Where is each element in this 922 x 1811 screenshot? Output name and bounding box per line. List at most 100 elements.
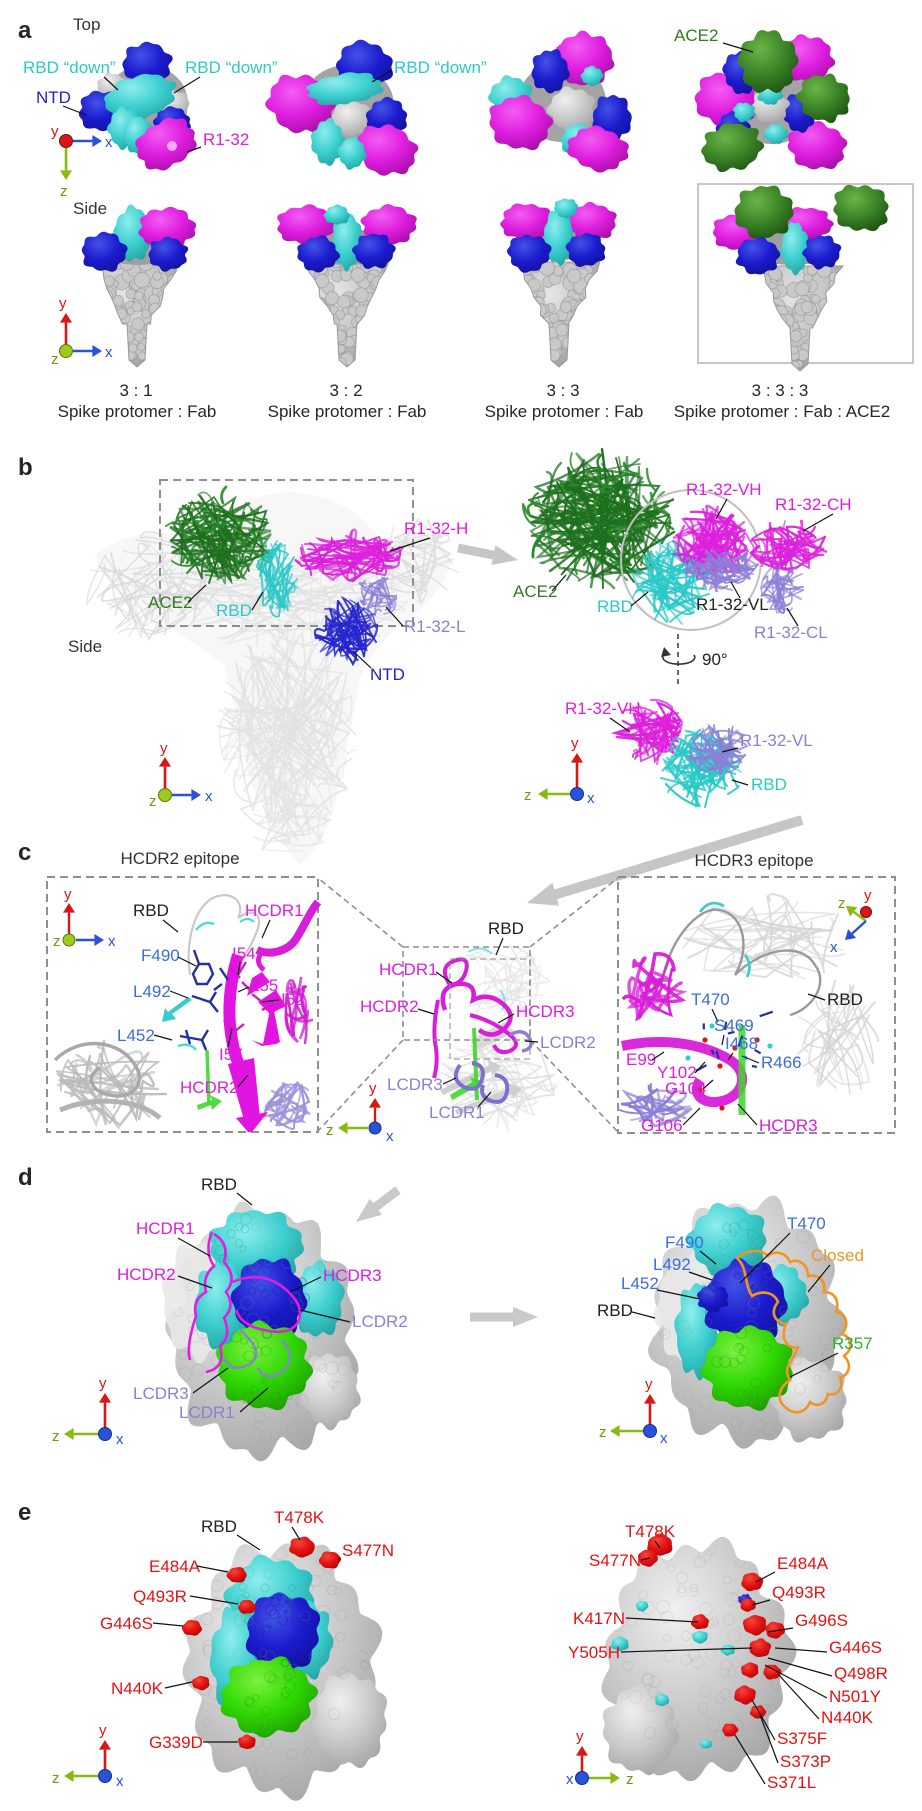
svg-text:x: x: [205, 788, 213, 805]
svg-text:R357: R357: [832, 1334, 873, 1353]
svg-text:G496S: G496S: [795, 1611, 848, 1630]
svg-text:S469: S469: [714, 1016, 754, 1035]
svg-text:HCDR2 epitope: HCDR2 epitope: [120, 849, 239, 868]
svg-text:LCDR3: LCDR3: [133, 1384, 189, 1403]
svg-text:HCDR2: HCDR2: [360, 997, 419, 1016]
svg-text:L452: L452: [117, 1026, 155, 1045]
svg-text:NTD: NTD: [36, 88, 71, 107]
svg-text:LCDR3: LCDR3: [387, 1075, 443, 1094]
svg-text:T478K: T478K: [274, 1508, 325, 1527]
svg-text:Side: Side: [73, 199, 107, 218]
svg-text:x: x: [830, 939, 838, 956]
svg-text:R1-32-VL: R1-32-VL: [696, 595, 769, 614]
svg-text:LCDR2: LCDR2: [540, 1033, 596, 1052]
svg-text:Spike protomer : Fab: Spike protomer : Fab: [268, 402, 427, 421]
svg-text:y: y: [864, 887, 872, 904]
svg-text:R1-32: R1-32: [203, 130, 249, 149]
svg-text:e: e: [18, 1499, 31, 1526]
svg-text:L492: L492: [653, 1255, 691, 1274]
svg-text:y: y: [576, 1728, 584, 1745]
svg-text:LCDR2: LCDR2: [352, 1312, 408, 1331]
svg-text:HCDR3: HCDR3: [516, 1002, 575, 1021]
svg-text:z: z: [838, 895, 846, 912]
svg-text:N440K: N440K: [821, 1708, 874, 1727]
svg-text:z: z: [53, 933, 61, 950]
svg-text:I468: I468: [725, 1034, 758, 1053]
svg-text:c: c: [18, 839, 31, 866]
svg-text:z: z: [51, 351, 59, 368]
svg-text:S375F: S375F: [777, 1729, 827, 1748]
svg-text:HCDR1: HCDR1: [136, 1219, 195, 1238]
svg-text:Q498R: Q498R: [834, 1664, 888, 1683]
svg-text:R466: R466: [761, 1053, 802, 1072]
svg-text:x: x: [660, 1430, 668, 1447]
svg-text:E99: E99: [626, 1050, 656, 1069]
svg-text:G446S: G446S: [100, 1614, 153, 1633]
svg-text:z: z: [524, 787, 532, 804]
svg-text:HCDR3: HCDR3: [323, 1266, 382, 1285]
svg-text:T478K: T478K: [625, 1522, 676, 1541]
svg-text:Y102: Y102: [657, 1063, 697, 1082]
svg-text:y: y: [64, 886, 72, 903]
svg-text:HCDR1: HCDR1: [379, 960, 438, 979]
svg-text:x: x: [587, 790, 595, 807]
svg-text:I52: I52: [281, 990, 305, 1009]
svg-text:NTD: NTD: [370, 665, 405, 684]
svg-text:K417N: K417N: [573, 1609, 625, 1628]
svg-text:L452: L452: [621, 1274, 659, 1293]
svg-text:N440K: N440K: [111, 1679, 164, 1698]
svg-text:T470: T470: [787, 1214, 826, 1233]
svg-text:R1-32-VL: R1-32-VL: [740, 731, 813, 750]
svg-text:R1-32-CH: R1-32-CH: [775, 495, 852, 514]
svg-text:HCDR3 epitope: HCDR3 epitope: [694, 851, 813, 870]
svg-text:S477N: S477N: [342, 1541, 394, 1560]
svg-text:d: d: [18, 1164, 33, 1191]
svg-text:Q493R: Q493R: [133, 1587, 187, 1606]
svg-text:x: x: [566, 1771, 574, 1788]
svg-text:y: y: [99, 1722, 107, 1739]
svg-text:x: x: [108, 933, 116, 950]
svg-text:R1-32-H: R1-32-H: [404, 519, 468, 538]
svg-text:E484A: E484A: [149, 1557, 201, 1576]
svg-text:y: y: [369, 1080, 377, 1097]
svg-text:ACE2: ACE2: [674, 26, 718, 45]
svg-text:S371L: S371L: [767, 1773, 816, 1792]
svg-text:x: x: [105, 134, 113, 151]
svg-text:Side: Side: [68, 637, 102, 656]
svg-text:y: y: [571, 735, 579, 752]
svg-text:a: a: [18, 17, 32, 44]
svg-text:RBD: RBD: [751, 775, 787, 794]
svg-text:HCDR3: HCDR3: [759, 1116, 818, 1135]
svg-text:RBD: RBD: [597, 597, 633, 616]
svg-text:RBD: RBD: [201, 1175, 237, 1194]
svg-text:z: z: [626, 1771, 634, 1788]
svg-text:RBD “down”: RBD “down”: [394, 58, 487, 77]
svg-text:LCDR1: LCDR1: [429, 1103, 485, 1122]
svg-text:90°: 90°: [702, 650, 728, 669]
svg-text:RBD: RBD: [133, 901, 169, 920]
svg-text:HCDR1: HCDR1: [245, 901, 304, 920]
svg-text:y: y: [99, 1375, 107, 1392]
svg-text:R1-32-VH: R1-32-VH: [565, 699, 641, 718]
svg-text:ACE2: ACE2: [513, 582, 557, 601]
svg-text:RBD: RBD: [597, 1301, 633, 1320]
svg-text:3 : 1: 3 : 1: [119, 381, 152, 400]
svg-text:3 : 2: 3 : 2: [329, 381, 362, 400]
svg-text:Spike protomer : Fab: Spike protomer : Fab: [485, 402, 644, 421]
svg-text:I54: I54: [232, 944, 256, 963]
svg-text:z: z: [149, 793, 157, 810]
svg-text:HCDR2: HCDR2: [117, 1265, 176, 1284]
svg-text:E484A: E484A: [777, 1554, 829, 1573]
svg-text:RBD “down”: RBD “down”: [185, 58, 278, 77]
svg-text:I57: I57: [219, 1045, 243, 1064]
svg-text:z: z: [52, 1770, 60, 1787]
svg-text:RBD: RBD: [488, 919, 524, 938]
svg-text:RBD: RBD: [216, 601, 252, 620]
svg-text:Spike protomer : Fab: Spike protomer : Fab: [58, 402, 217, 421]
svg-text:G446S: G446S: [829, 1638, 882, 1657]
svg-text:b: b: [18, 454, 33, 481]
svg-text:RBD “down”: RBD “down”: [23, 58, 116, 77]
svg-text:R1-32-L: R1-32-L: [404, 617, 465, 636]
svg-text:N501Y: N501Y: [829, 1687, 881, 1706]
svg-text:HCDR2: HCDR2: [180, 1078, 239, 1097]
